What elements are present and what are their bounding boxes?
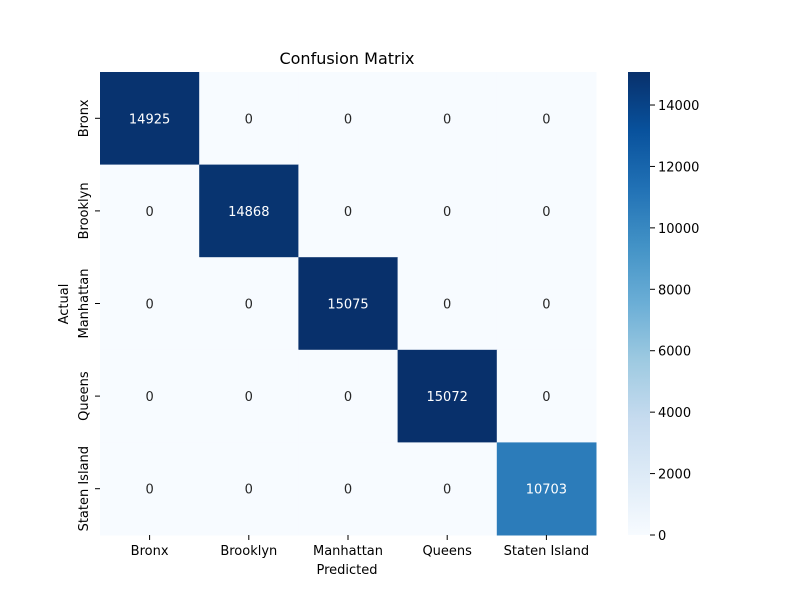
y-tick-label: Queens	[77, 371, 92, 421]
heatmap-cell	[397, 72, 498, 166]
cell-value-label: 0	[145, 205, 153, 220]
heatmap-cell	[496, 164, 597, 258]
cell-value-label: 0	[542, 112, 550, 127]
cell-value-label: 15072	[427, 390, 468, 405]
heatmap-cell	[298, 442, 399, 536]
colorbar: 0 2000 4000 6000 8000 10000 12000 14000	[628, 72, 699, 544]
colorbar-tick-label: 6000	[658, 345, 691, 360]
heatmap-cell	[298, 72, 399, 166]
heatmap-cell	[100, 72, 200, 166]
heatmap-cell	[199, 72, 299, 166]
y-axis: Bronx Brooklyn Manhattan Queens Staten Islan…	[77, 99, 100, 531]
colorbar-tick-label: 4000	[658, 406, 691, 421]
cell-value-label: 0	[443, 112, 451, 127]
colorbar-tick-label: 10000	[658, 222, 699, 237]
cell-value-label: 0	[443, 483, 451, 498]
cell-value-label: 0	[542, 390, 550, 405]
cell-value-label: 0	[542, 205, 550, 220]
cell-value-label: 0	[245, 112, 253, 127]
heatmap-cell	[496, 442, 597, 536]
cell-value-label: 0	[245, 298, 253, 313]
heatmap-cell	[496, 257, 597, 351]
colorbar-tick-label: 8000	[658, 283, 691, 298]
colorbar-gradient	[628, 72, 650, 535]
y-tick-label: Staten Island	[77, 446, 92, 531]
heatmap-cell	[100, 164, 200, 258]
y-tick-label: Brooklyn	[77, 182, 92, 239]
x-axis: Bronx Brooklyn Manhattan Queens Staten Islan…	[131, 535, 589, 559]
cell-value-label: 14868	[228, 205, 269, 220]
cell-value-label: 0	[344, 205, 352, 220]
colorbar-tick-label: 12000	[658, 160, 699, 175]
x-tick-label: Staten Island	[504, 544, 589, 559]
x-tick-label: Brooklyn	[220, 544, 277, 559]
cell-value-label: 0	[344, 483, 352, 498]
heatmap-grid	[100, 72, 597, 536]
x-tick-label: Queens	[422, 544, 472, 559]
cell-value-label: 14925	[129, 112, 170, 127]
heatmap-cell	[496, 72, 597, 166]
cell-value-label: 0	[344, 390, 352, 405]
cell-value-label: 0	[344, 112, 352, 127]
x-axis-label: Predicted	[316, 563, 377, 578]
heatmap-cell	[199, 349, 299, 443]
cell-value-label: 0	[245, 390, 253, 405]
heatmap-cell	[100, 442, 200, 536]
heatmap-cell	[397, 164, 498, 258]
chart-title: Confusion Matrix	[279, 49, 414, 68]
cell-value-label: 15075	[327, 298, 368, 313]
y-axis-label: Actual	[57, 284, 72, 325]
cell-value-label: 10703	[526, 483, 567, 498]
cell-value-label: 0	[145, 483, 153, 498]
cell-value-label: 0	[443, 298, 451, 313]
heatmap-cell	[496, 349, 597, 443]
heatmap-cell	[100, 257, 200, 351]
colorbar-tick-label: 2000	[658, 468, 691, 483]
colorbar-tick-label: 0	[658, 529, 666, 544]
cell-value-label: 0	[443, 205, 451, 220]
heatmap-cell	[298, 349, 399, 443]
cell-value-label: 0	[542, 298, 550, 313]
y-tick-label: Manhattan	[77, 268, 92, 338]
heatmap-cell	[397, 442, 498, 536]
cell-value-label: 0	[145, 390, 153, 405]
heatmap-cell	[199, 442, 299, 536]
cell-value-label: 0	[145, 298, 153, 313]
heatmap-cell	[199, 164, 299, 258]
heatmap-cell	[100, 349, 200, 443]
cell-value-label: 0	[245, 483, 253, 498]
y-tick-label: Bronx	[77, 99, 92, 137]
cell-annotations: 14925 0 0 0 0 0 14868 0 0 0 0 0 15075 0 0 0 0 0 15072 0 0 0 0 0…	[129, 112, 567, 497]
heatmap-cell	[298, 164, 399, 258]
x-tick-label: Bronx	[131, 544, 169, 559]
heatmap-cell	[397, 257, 498, 351]
heatmap-cell	[199, 257, 299, 351]
colorbar-tick-label: 14000	[658, 99, 699, 114]
heatmap-cell	[397, 349, 498, 443]
x-tick-label: Manhattan	[313, 544, 383, 559]
heatmap-cell	[298, 257, 399, 351]
